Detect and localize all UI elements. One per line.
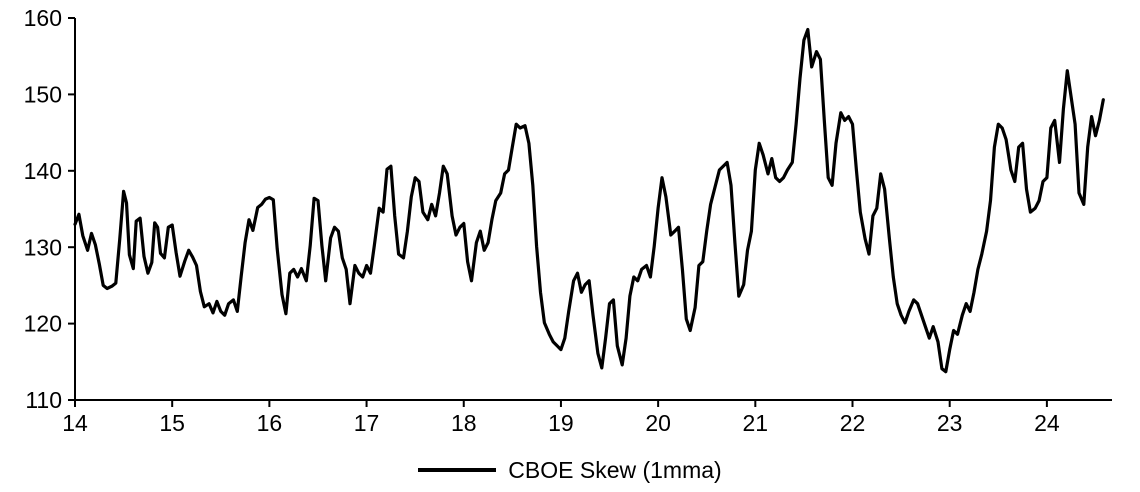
x-tick-label: 16 bbox=[257, 410, 283, 436]
x-tick-label: 18 bbox=[451, 410, 477, 436]
x-tick-label: 22 bbox=[840, 410, 866, 436]
y-tick-label: 150 bbox=[24, 81, 62, 107]
legend-line-swatch bbox=[418, 468, 497, 472]
x-tick-label: 21 bbox=[743, 410, 769, 436]
y-tick-label: 140 bbox=[24, 158, 62, 184]
legend-label: CBOE Skew (1mma) bbox=[508, 456, 722, 483]
x-tick-label: 20 bbox=[645, 410, 671, 436]
y-tick-label: 160 bbox=[24, 5, 62, 31]
y-tick-label: 110 bbox=[25, 387, 62, 413]
x-tick-label: 24 bbox=[1034, 410, 1060, 436]
y-tick-label: 120 bbox=[24, 311, 62, 337]
x-tick-label: 19 bbox=[548, 410, 574, 436]
chart-legend: CBOE Skew (1mma) bbox=[0, 448, 1140, 492]
cboe-skew-line bbox=[73, 27, 1105, 374]
line-chart-canvas: 110 120 130 140 150 160 14 15 16 17 18 19 20 21 22 23 24 bbox=[24, 5, 1112, 436]
x-tick-label: 23 bbox=[937, 410, 963, 436]
x-tick-label: 17 bbox=[354, 410, 380, 436]
y-tick-label: 130 bbox=[24, 234, 62, 260]
x-tick-label: 14 bbox=[62, 410, 88, 436]
x-tick-label: 15 bbox=[159, 410, 185, 436]
